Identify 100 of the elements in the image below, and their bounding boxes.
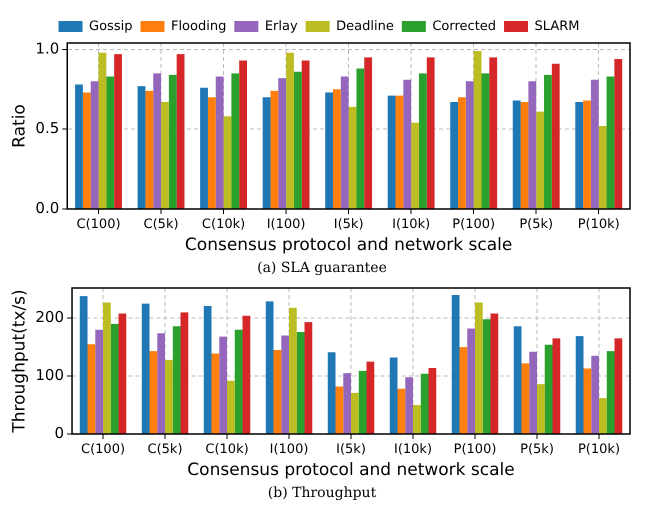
bar	[98, 52, 106, 208]
bar	[208, 97, 216, 208]
bar	[552, 338, 560, 434]
bar	[403, 80, 412, 208]
bar	[528, 81, 536, 208]
bar	[266, 301, 274, 434]
bar	[216, 76, 224, 208]
bar	[388, 96, 396, 208]
text: (a) SLA guarantee	[256, 260, 388, 276]
bar	[343, 373, 352, 434]
y-tick-label: 0.5	[35, 119, 60, 138]
legend-label: Flooding	[170, 18, 226, 34]
bar	[413, 405, 421, 434]
bar	[358, 370, 367, 434]
bar	[340, 76, 349, 208]
bar	[231, 73, 240, 208]
bar	[583, 100, 591, 208]
bar	[475, 302, 483, 434]
bar	[460, 347, 468, 434]
bar	[482, 73, 490, 208]
x-tick-label: P(100)	[452, 217, 496, 232]
x-tick-label: P(100)	[454, 442, 496, 458]
legend-label: Corrected	[432, 18, 496, 34]
bar	[302, 60, 310, 208]
bar	[180, 312, 188, 434]
bar	[212, 353, 220, 434]
bar	[274, 350, 282, 434]
x-tick-label: C(10k)	[205, 442, 249, 458]
legend-label: Erlay	[264, 18, 298, 34]
bar	[614, 58, 622, 208]
bar	[168, 74, 177, 208]
bar	[512, 100, 521, 208]
bar	[591, 356, 599, 434]
bar	[418, 73, 427, 208]
bar	[118, 313, 126, 434]
bar	[328, 352, 336, 434]
bar	[514, 326, 522, 434]
bar	[356, 68, 364, 208]
bar	[296, 332, 305, 434]
bar	[426, 57, 435, 208]
bar	[348, 106, 356, 208]
x-tick-label: I(5k)	[334, 217, 364, 232]
bar	[82, 92, 91, 208]
bar	[281, 336, 290, 434]
bar	[529, 352, 538, 434]
bar	[606, 351, 614, 434]
y-tick-label: 0	[54, 424, 64, 442]
bar	[450, 102, 458, 208]
bar	[452, 294, 460, 434]
x-tick-label: P(10k)	[578, 217, 620, 232]
bar	[294, 72, 302, 208]
bar	[227, 380, 235, 434]
bar	[278, 78, 286, 208]
bar	[474, 50, 482, 208]
bar	[390, 358, 398, 434]
bar	[90, 81, 99, 208]
bar	[552, 64, 560, 208]
bar	[599, 398, 607, 434]
legend-label: SLARM	[534, 18, 580, 34]
x-tick-label: I(100)	[266, 217, 306, 232]
bar	[200, 88, 208, 208]
bar	[490, 313, 498, 434]
bar	[204, 306, 212, 434]
x-axis-title: Consensus protocol and network scale	[184, 235, 512, 256]
bar	[351, 392, 359, 434]
x-tick-label: I(10k)	[394, 442, 432, 458]
bar	[482, 319, 491, 434]
y-tick-label: 1.0	[35, 39, 60, 58]
bar	[366, 362, 374, 434]
bar	[80, 296, 88, 434]
bar	[522, 363, 530, 434]
bar	[428, 368, 436, 434]
bar	[234, 330, 243, 434]
bar	[95, 330, 104, 434]
bar	[304, 322, 312, 434]
bar	[396, 96, 404, 208]
bar	[614, 338, 622, 434]
x-tick-label: C(100)	[81, 442, 126, 458]
x-tick-label: C(100)	[76, 217, 121, 232]
y-tick-label: 100	[35, 366, 64, 384]
x-tick-label: P(5k)	[520, 442, 554, 458]
x-tick-label: I(10k)	[392, 217, 430, 232]
bar	[398, 388, 406, 434]
x-tick-label: I(100)	[270, 442, 308, 458]
bar	[466, 81, 474, 208]
x-tick-label: C(5k)	[148, 442, 183, 458]
bar	[142, 304, 150, 434]
bar	[103, 302, 111, 434]
bar	[364, 57, 372, 208]
bar	[411, 122, 419, 208]
bar	[420, 374, 429, 434]
bar	[219, 336, 228, 434]
bar	[458, 97, 466, 208]
y-axis-title: Throughput(tx/s)	[10, 289, 30, 434]
bar	[172, 326, 181, 434]
bar	[520, 102, 528, 208]
bar	[75, 84, 83, 208]
bar	[114, 54, 122, 208]
bar	[242, 316, 250, 434]
x-tick-label: P(10k)	[578, 442, 620, 458]
